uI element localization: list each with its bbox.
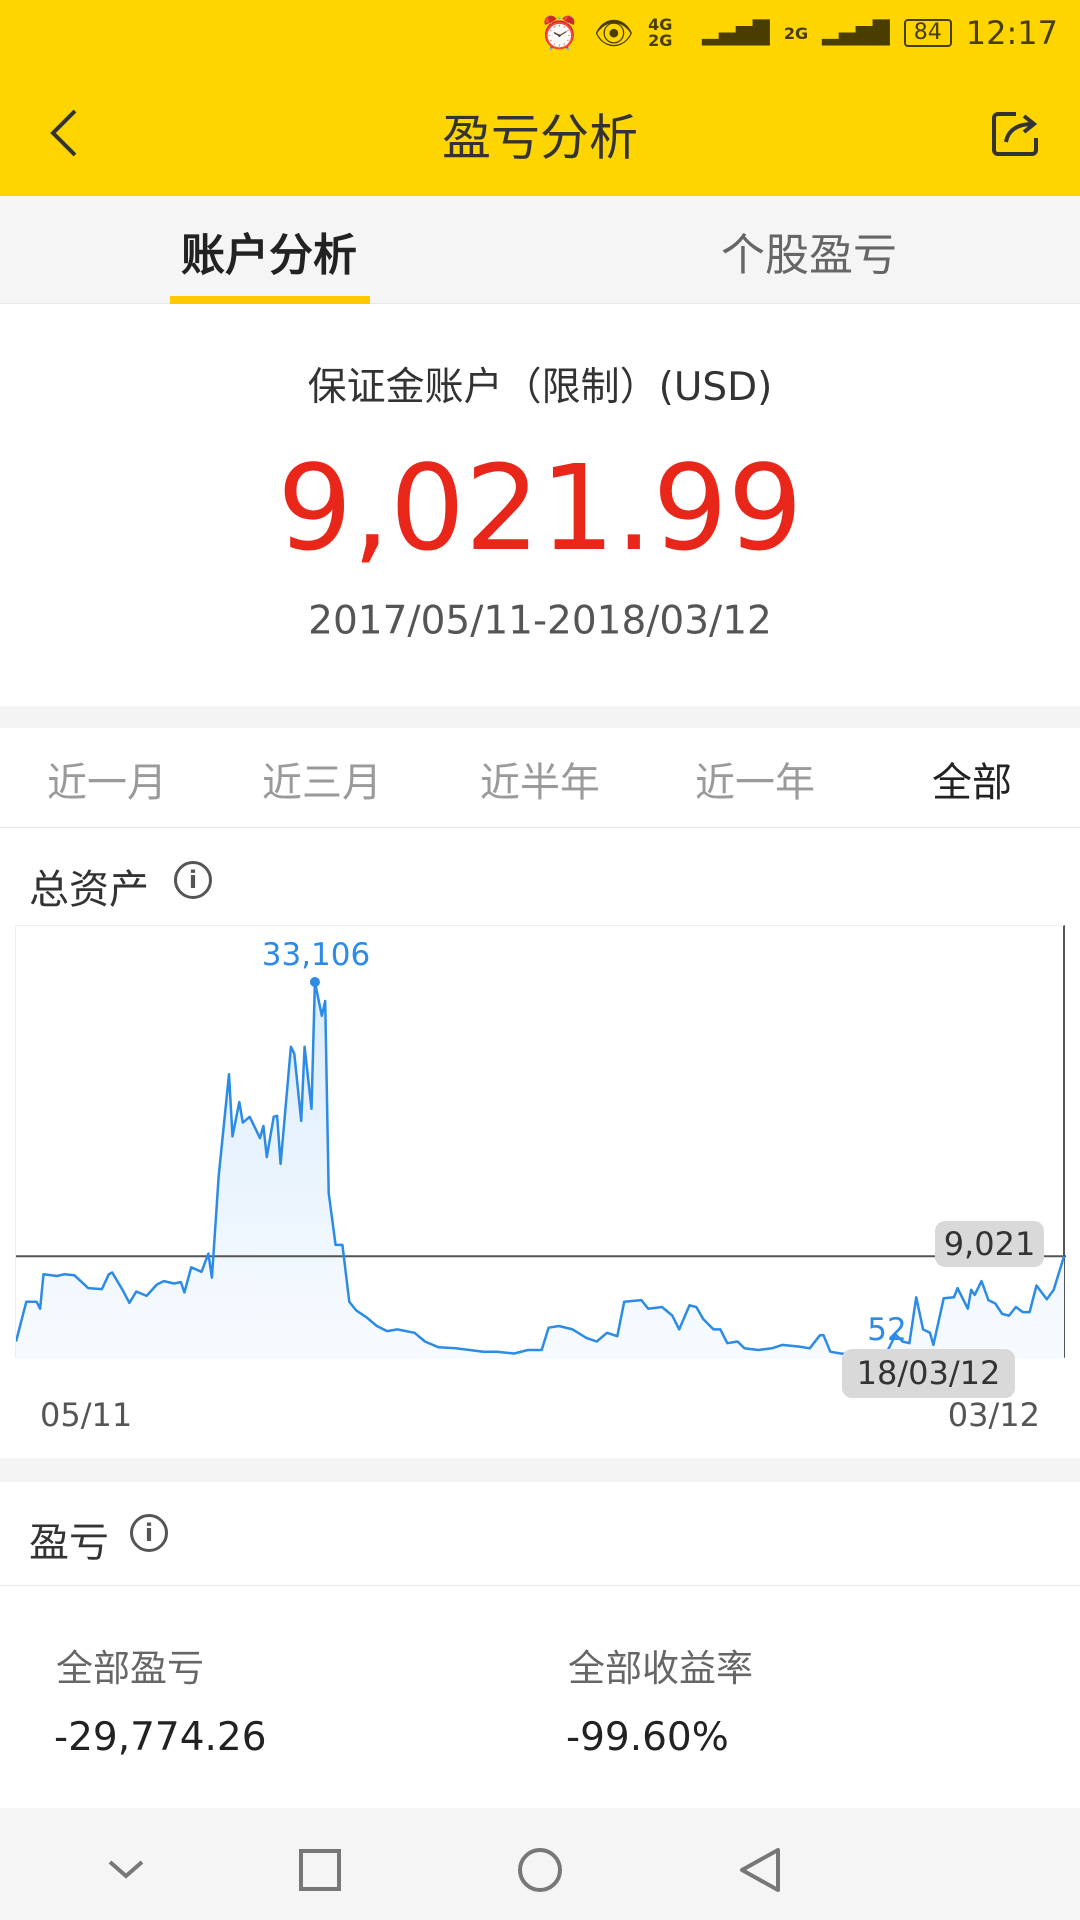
info-icon[interactable]: i bbox=[174, 861, 212, 899]
total-pnl-value: -29,774.26 bbox=[54, 1715, 267, 1760]
page-title: 盈亏分析 bbox=[441, 109, 639, 167]
date-range: 2017/05/11-2018/03/12 bbox=[308, 598, 772, 644]
total-return-label: 全部收益率 bbox=[568, 1647, 753, 1690]
app-header: ⏰ 👁 4G 2G ▂▄▆█ 2G ▂▄▆█ 84 12:17 盈亏分析 bbox=[0, 0, 1080, 196]
divider bbox=[0, 1458, 1080, 1482]
max-point bbox=[309, 977, 320, 987]
chevron-down-icon[interactable] bbox=[106, 1858, 146, 1882]
back-triangle-icon[interactable] bbox=[738, 1846, 782, 1894]
chart-area bbox=[16, 982, 1064, 1359]
x-start-label: 05/11 bbox=[40, 1396, 133, 1434]
battery-icon: 84 bbox=[903, 19, 952, 47]
tab-stock-pnl[interactable]: 个股盈亏 bbox=[721, 230, 897, 281]
period-all[interactable]: 全部 bbox=[932, 760, 1012, 806]
period-tabs: 近一月 近三月 近半年 近一年 全部 bbox=[0, 728, 1080, 828]
period-6m[interactable]: 近半年 bbox=[480, 760, 600, 806]
battery-level: 84 bbox=[913, 20, 942, 45]
circle-icon[interactable] bbox=[516, 1846, 564, 1894]
current-value-tag: 9,021 bbox=[935, 1221, 1044, 1267]
period-1y[interactable]: 近一年 bbox=[695, 760, 815, 806]
tab-account-analysis[interactable]: 账户分析 bbox=[181, 230, 357, 281]
alarm-icon: ⏰ bbox=[539, 14, 580, 52]
system-nav-bar bbox=[0, 1808, 1080, 1920]
period-3m[interactable]: 近三月 bbox=[262, 760, 382, 806]
signal-icon-2: 2G bbox=[783, 23, 809, 43]
divider bbox=[0, 1585, 1080, 1586]
signal-bars-icon-2: ▂▄▆█ bbox=[822, 20, 890, 46]
info-icon[interactable]: i bbox=[130, 1514, 168, 1552]
tooltip-date: 18/03/12 bbox=[842, 1349, 1015, 1398]
max-label: 33,106 bbox=[261, 937, 371, 973]
chart-svg bbox=[16, 977, 1066, 1359]
eye-icon: 👁 bbox=[593, 14, 635, 52]
signal-bars-icon: ▂▄▆█ bbox=[702, 20, 770, 46]
account-label: 保证金账户（限制）(USD) bbox=[307, 365, 773, 410]
min-label: 52 bbox=[867, 1312, 907, 1348]
x-end-label: 03/12 bbox=[947, 1396, 1040, 1434]
series-line bbox=[16, 980, 1066, 1359]
total-return-value: -99.60% bbox=[566, 1715, 729, 1760]
total-pnl-label: 全部盈亏 bbox=[56, 1647, 204, 1690]
signal-icon: 4G 2G bbox=[648, 15, 673, 50]
period-1m[interactable]: 近一月 bbox=[47, 760, 167, 806]
assets-title: 总资产 bbox=[29, 867, 149, 913]
tab-underline bbox=[170, 296, 370, 304]
share-icon[interactable] bbox=[990, 108, 1042, 158]
status-bar: ⏰ 👁 4G 2G ▂▄▆█ 2G ▂▄▆█ 84 12:17 bbox=[540, 14, 1058, 52]
tab-bar: 账户分析 个股盈亏 bbox=[0, 196, 1080, 304]
square-icon[interactable] bbox=[298, 1848, 342, 1892]
divider bbox=[0, 706, 1080, 728]
account-value: 9,021.99 bbox=[277, 439, 803, 577]
pnl-title: 盈亏 bbox=[29, 1520, 109, 1566]
chevron-left-icon[interactable] bbox=[45, 107, 85, 159]
clock: 12:17 bbox=[965, 14, 1058, 52]
assets-chart[interactable]: 33,106 9,021 52 18/03/12 bbox=[15, 925, 1066, 1398]
